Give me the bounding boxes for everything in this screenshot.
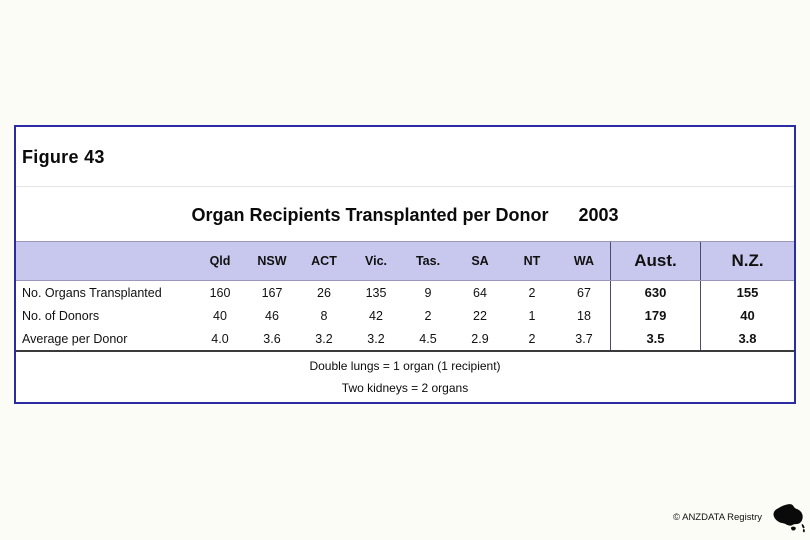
table-cell: 46	[265, 308, 279, 323]
table-cell: 4.0	[211, 331, 229, 346]
row-label: No. Organs Transplanted	[22, 285, 162, 300]
table-cell: 3.6	[263, 331, 281, 346]
table-cell: 22	[473, 308, 487, 323]
table-cell: 40	[213, 308, 227, 323]
table-cell: 26	[317, 285, 331, 300]
table-cell: 3.7	[575, 331, 593, 346]
column-header-wa: WA	[573, 254, 595, 268]
table-cell: 4.5	[419, 331, 437, 346]
table-cell: 2	[424, 308, 432, 323]
table-row-organs-transplanted: No. Organs Transplanted 160 167 26 135 9…	[16, 281, 794, 304]
column-header-nt: NT	[523, 254, 541, 268]
row-label: Average per Donor	[22, 331, 128, 346]
table-row-donors: No. of Donors 40 46 8 42 2 22 1 18 179 4…	[16, 304, 794, 327]
table-cell: 9	[424, 285, 432, 300]
table-cell: 2	[528, 285, 536, 300]
table-year: 2003	[578, 205, 619, 225]
table-cell: 18	[577, 308, 591, 323]
figure-panel: Figure 43 Organ Recipients Transplanted …	[14, 125, 796, 404]
table-cell: 3.2	[367, 331, 385, 346]
figure-label: Figure 43	[22, 147, 105, 167]
table-cell-aust: 179	[610, 304, 700, 327]
column-header-qld: Qld	[209, 254, 231, 268]
footnote-line: Double lungs = 1 organ (1 recipient)	[309, 359, 501, 373]
table-cell: 167	[261, 285, 283, 300]
table-cell: 1	[528, 308, 536, 323]
table-header-row: Qld NSW ACT Vic. Tas. SA NT WA Aust. N.Z…	[16, 241, 794, 281]
table-cell-aust: 630	[610, 281, 700, 304]
column-header-sa: SA	[471, 254, 489, 268]
table-cell: 67	[577, 285, 591, 300]
table-cell: 2.9	[471, 331, 489, 346]
column-header-vic: Vic.	[364, 254, 387, 268]
table-cell: 160	[209, 285, 231, 300]
column-header-nsw: NSW	[257, 254, 287, 268]
table-cell: 135	[365, 285, 387, 300]
table-cell: 2	[528, 331, 536, 346]
column-header-tas: Tas.	[415, 254, 441, 268]
row-label: No. of Donors	[22, 308, 100, 323]
table-row-average: Average per Donor 4.0 3.6 3.2 3.2 4.5 2.…	[16, 327, 794, 350]
australia-nz-map-icon	[771, 502, 806, 533]
table-cell-nz: 3.8	[700, 327, 794, 350]
column-header-act: ACT	[311, 254, 337, 268]
copyright-text: © ANZDATA Registry	[673, 512, 762, 523]
horizontal-divider	[16, 186, 794, 187]
data-table: Qld NSW ACT Vic. Tas. SA NT WA Aust. N.Z…	[16, 241, 794, 352]
table-cell-nz: 155	[700, 281, 794, 304]
footer-credit: © ANZDATA Registry	[628, 502, 806, 533]
column-header-nz: N.Z.	[700, 242, 794, 280]
footnote-line: Two kidneys = 2 organs	[341, 381, 469, 395]
table-cell-nz: 40	[700, 304, 794, 327]
table-title-row: Organ Recipients Transplanted per Donor 2…	[16, 205, 794, 226]
table-footnotes: Double lungs = 1 organ (1 recipient) Two…	[16, 355, 794, 399]
table-cell: 42	[369, 308, 383, 323]
table-cell-aust: 3.5	[610, 327, 700, 350]
table-cell: 64	[473, 285, 487, 300]
table-cell: 3.2	[315, 331, 333, 346]
table-cell: 8	[320, 308, 328, 323]
table-title: Organ Recipients Transplanted per Donor	[191, 205, 549, 225]
column-header-aust: Aust.	[610, 242, 700, 280]
